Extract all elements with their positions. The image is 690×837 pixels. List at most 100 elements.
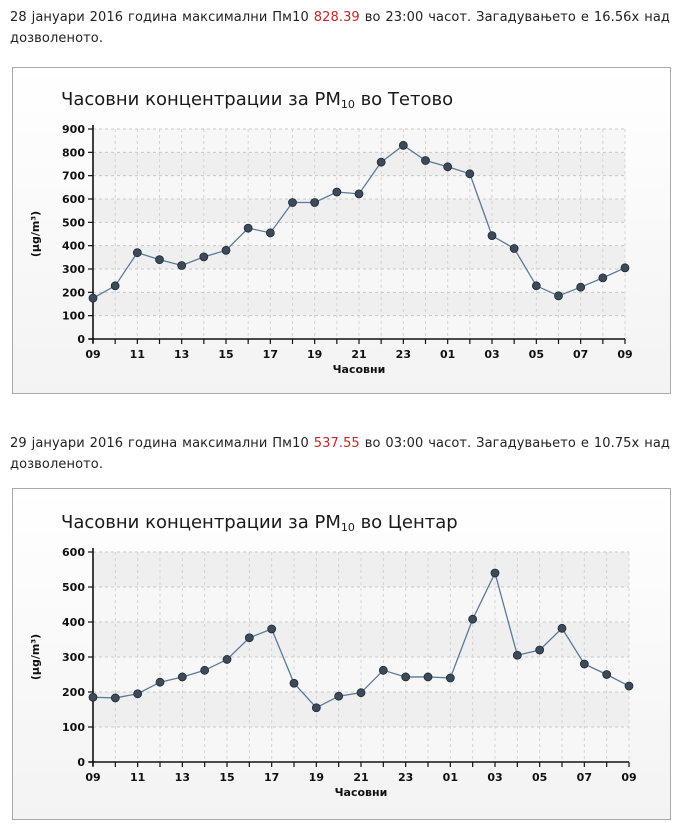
- data-point: [531, 281, 541, 291]
- x-tick-label: 09: [617, 348, 632, 361]
- y-tick-label: 900: [62, 123, 85, 136]
- y-tick-label: 100: [62, 721, 85, 734]
- summary-text-end: во 03:00 часот. Загадувањето е 10.75x на…: [10, 436, 670, 472]
- y-tick-label: 400: [62, 616, 85, 629]
- x-tick-label: 07: [577, 771, 592, 784]
- chart-title-main: Часовни концентрации за PM: [61, 89, 341, 110]
- x-tick-label: 19: [309, 771, 324, 784]
- plot-band: [93, 152, 625, 176]
- data-point: [177, 261, 187, 270]
- x-tick-label: 01: [443, 771, 458, 784]
- plot-band: [93, 587, 629, 622]
- chart-tetovo: Часовни концентрации за PM10 во Тетово 0 1…: [12, 67, 671, 394]
- summary-text-start: 28 јануари 2016 година максимални Пм10: [10, 10, 314, 25]
- data-point: [465, 169, 475, 179]
- data-point: [356, 688, 366, 698]
- data-point: [598, 273, 608, 283]
- data-point: [487, 231, 497, 241]
- data-point: [557, 623, 567, 633]
- plot-band: [93, 129, 625, 153]
- data-point: [221, 245, 231, 255]
- x-tick-label: 13: [175, 771, 190, 784]
- data-point: [88, 293, 98, 303]
- data-point: [398, 140, 408, 150]
- data-point: [602, 670, 612, 679]
- chart-title-main: Часовни концентрации за PM: [61, 512, 341, 533]
- y-tick-label: 200: [62, 686, 85, 699]
- y-tick-label: 400: [62, 240, 85, 253]
- pollution-summary-day1: 28 јануари 2016 година максимални Пм10 8…: [10, 7, 670, 49]
- pollution-summary-day2: 29 јануари 2016 година максимални Пм10 5…: [10, 433, 670, 475]
- plot-band: [93, 199, 625, 223]
- data-point: [110, 281, 120, 291]
- chart-title-subscript: 10: [341, 98, 355, 111]
- data-point: [421, 156, 430, 165]
- data-point: [334, 691, 344, 701]
- x-tick-label: 19: [307, 348, 322, 361]
- data-point: [620, 263, 630, 273]
- data-point: [288, 198, 297, 207]
- chart-centar-svg: Часовни концентрации за PM10 во Центар01…: [29, 512, 637, 799]
- x-tick-label: 11: [130, 771, 145, 784]
- data-point: [445, 673, 455, 683]
- x-tick-label: 05: [532, 771, 547, 784]
- x-tick-label: 17: [264, 771, 279, 784]
- plot-band: [93, 622, 629, 657]
- data-point: [155, 677, 165, 687]
- data-point: [509, 244, 519, 253]
- data-point: [88, 692, 98, 702]
- data-point: [624, 681, 634, 691]
- data-point: [222, 655, 232, 664]
- y-tick-label: 500: [62, 581, 85, 594]
- data-point: [579, 659, 589, 669]
- chart-title-location: во Центар: [355, 512, 458, 533]
- x-tick-label: 15: [219, 771, 234, 784]
- x-tick-label: 07: [573, 348, 588, 361]
- data-point: [401, 672, 411, 682]
- data-point: [132, 248, 142, 258]
- plot-area: [92, 128, 626, 340]
- data-point: [376, 157, 386, 167]
- chart-title: Часовни концентрации за PM10 во Центар: [61, 512, 458, 534]
- data-point: [110, 693, 120, 703]
- data-point: [443, 162, 453, 172]
- x-tick-label: 13: [174, 348, 189, 361]
- data-point: [378, 665, 388, 675]
- data-point: [512, 650, 522, 660]
- chart-title-subscript: 10: [341, 521, 355, 534]
- y-tick-label: 0: [77, 756, 85, 769]
- summary-text-start: 29 јануари 2016 година максимални Пм10: [10, 436, 314, 451]
- y-tick-label: 600: [62, 193, 85, 206]
- plot-area: [92, 551, 630, 763]
- summary-text-end: во 23:00 часот. Загадувањето е 16.56x на…: [10, 10, 670, 46]
- x-tick-label: 03: [484, 348, 499, 361]
- data-point: [423, 672, 433, 682]
- data-point: [535, 645, 545, 655]
- data-point: [244, 633, 254, 643]
- x-tick-label: 21: [351, 348, 366, 361]
- y-tick-label: 700: [62, 170, 85, 183]
- data-point: [332, 187, 342, 197]
- chart-title-location: во Тетово: [355, 89, 453, 110]
- max-pm10-value: 828.39: [313, 10, 360, 25]
- data-point: [576, 282, 586, 292]
- data-point: [311, 703, 321, 713]
- x-tick-label: 17: [263, 348, 278, 361]
- x-tick-label: 15: [218, 348, 233, 361]
- plot-band: [93, 175, 625, 199]
- data-point: [310, 198, 320, 207]
- plot-band: [93, 552, 629, 587]
- data-point: [177, 672, 187, 682]
- x-tick-label: 23: [396, 348, 411, 361]
- x-tick-label: 11: [130, 348, 145, 361]
- chart-centar: Часовни концентрации за PM10 во Центар 0 1…: [12, 488, 671, 820]
- x-tick-label: 23: [398, 771, 413, 784]
- chart-tetovo-svg: Часовни концентрации за PM10 во Тетово01…: [29, 89, 633, 376]
- x-tick-label: 09: [85, 348, 100, 361]
- data-point: [265, 228, 275, 238]
- y-tick-label: 100: [62, 310, 85, 323]
- x-axis-label: Часовни: [335, 786, 388, 799]
- x-tick-label: 21: [353, 771, 368, 784]
- y-tick-label: 300: [62, 651, 85, 664]
- y-tick-label: 800: [62, 146, 85, 159]
